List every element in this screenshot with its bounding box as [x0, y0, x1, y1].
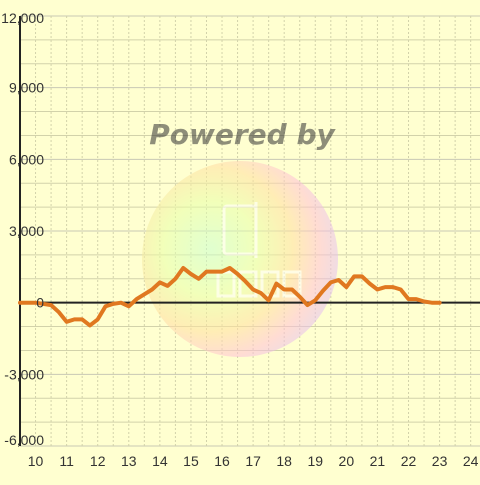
x-tick-label: 12 [90, 453, 106, 469]
x-tick-label: 18 [276, 453, 292, 469]
watermark: Powered by [142, 118, 338, 357]
x-tick-labels: 10 11 12 13 14 15 16 17 18 19 20 21 22 23 24 [28, 453, 479, 469]
watermark-logo-icon [142, 161, 338, 357]
y-tick-label: 6,000 [9, 151, 44, 167]
x-tick-label: 24 [463, 453, 479, 469]
x-tick-label: 13 [121, 453, 137, 469]
x-tick-label: 21 [370, 453, 386, 469]
series-layer [18, 266, 442, 328]
x-tick-label: 19 [307, 453, 323, 469]
y-tick-label: 0 [36, 295, 44, 311]
x-tick-label: 15 [183, 453, 199, 469]
x-tick-label: 16 [214, 453, 230, 469]
x-tick-label: 11 [59, 453, 74, 469]
series-line [18, 266, 442, 328]
x-tick-label: 22 [401, 453, 417, 469]
x-tick-label: 17 [245, 453, 261, 469]
y-tick-label: -3,000 [4, 366, 44, 382]
y-tick-labels: -6,000 -3,000 0 3,000 6,000 9,000 12,000 [1, 10, 44, 448]
x-tick-label: 10 [28, 453, 44, 469]
watermark-glyph-icon [216, 202, 302, 298]
y-tick-label: 3,000 [9, 223, 44, 239]
x-tick-label: 20 [339, 453, 355, 469]
axes [19, 16, 480, 446]
x-tick-label: 23 [432, 453, 448, 469]
y-tick-label: 9,000 [9, 80, 44, 96]
y-tick-label: -6,000 [4, 432, 44, 448]
watermark-text: Powered by [149, 118, 336, 151]
y-tick-label: 12,000 [1, 10, 44, 26]
x-tick-label: 14 [152, 453, 168, 469]
